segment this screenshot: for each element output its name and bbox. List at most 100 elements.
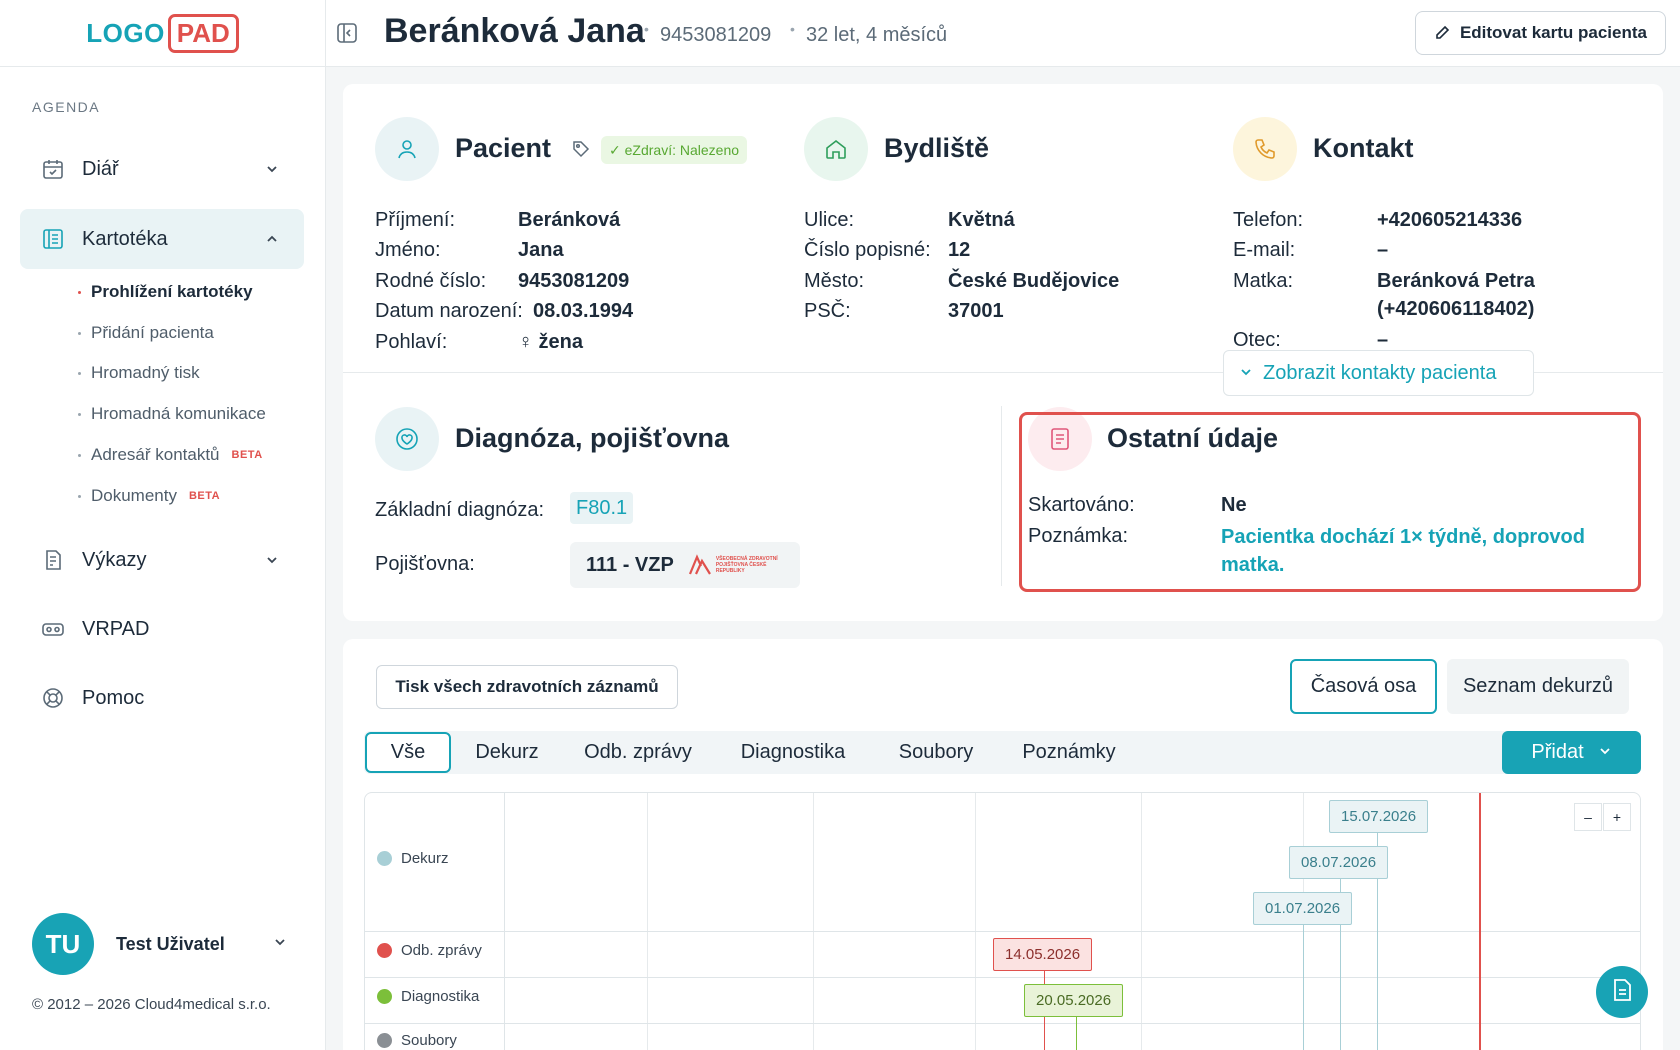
timeline[interactable]: Dekurz Odb. zprávy Diagnostika Soubory 1… (364, 792, 1641, 1050)
nav-item-vrpad[interactable]: VRPAD (20, 599, 304, 659)
timeline-event-diagnostics[interactable]: 20.05.2026 (1024, 984, 1124, 1017)
nav-item-pomoc-label: Pomoc (82, 686, 145, 709)
nav-item-kartoteka[interactable]: Kartotéka (20, 209, 304, 269)
timeline-row-divider (365, 977, 1640, 978)
timeline-row-divider (365, 1023, 1640, 1024)
sidebar: LOGO PAD AGENDA Diář Kartotéka Prohlížen… (0, 0, 326, 1050)
print-all-button[interactable]: Tisk všech zdravotních záznamů (376, 665, 678, 709)
insurer-name: 111 - VZP (586, 553, 674, 576)
timeline-row-label: Dekurz (401, 850, 449, 867)
separator-dot: • (644, 21, 649, 37)
avatar: TU (32, 913, 94, 975)
label-street: Ulice: (804, 209, 855, 231)
timeline-row-dekurz: Dekurz (377, 850, 449, 867)
sub-item-adresar[interactable]: Adresář kontaktů BETA (78, 445, 263, 465)
legend-dot (377, 1033, 392, 1048)
bullet-icon (78, 290, 81, 294)
user-menu[interactable]: TU Test Uživatel (32, 913, 287, 975)
header-birth-number: 9453081209 (660, 24, 772, 46)
value-surname: Beránková (518, 209, 621, 231)
show-contacts-button[interactable]: Zobrazit kontakty pacienta (1223, 350, 1534, 396)
view-list-button[interactable]: Seznam dekurzů (1447, 659, 1629, 714)
value-sex: ♀ žena (518, 331, 584, 353)
label-diagnosis: Základní diagnóza: (375, 499, 545, 521)
bullet-icon (78, 412, 81, 416)
sub-item-label: Přidání pacienta (91, 323, 214, 342)
tab-diagnostics[interactable]: Diagnostika (740, 741, 846, 763)
value-email: – (1377, 239, 1389, 261)
document-icon (1028, 407, 1092, 471)
tag-icon[interactable] (572, 140, 590, 163)
tab-specialist-reports[interactable]: Odb. zprávy (584, 741, 692, 763)
timeline-gridline (975, 793, 976, 1050)
sub-item-prohlizeni[interactable]: Prohlížení kartotéky (78, 282, 253, 302)
bullet-icon (78, 453, 81, 457)
sub-item-label: Hromadný tisk (91, 363, 200, 382)
value-city: České Budějovice (948, 270, 1120, 292)
value-birth-number: 9453081209 (518, 270, 630, 292)
section-title-contact: Kontakt (1313, 133, 1414, 163)
add-record-button[interactable]: Přidat (1502, 731, 1641, 774)
timeline-event-report[interactable]: 14.05.2026 (993, 938, 1093, 971)
user-icon (375, 117, 439, 181)
label-mother: Matka: (1233, 270, 1294, 292)
floating-document-button[interactable] (1596, 966, 1648, 1018)
timeline-event-dekurz[interactable]: 08.07.2026 (1289, 846, 1389, 879)
value-shredded: Ne (1221, 494, 1247, 516)
section-title-other: Ostatní údaje (1107, 423, 1279, 453)
chevron-down-icon (273, 935, 287, 954)
tab-all[interactable]: Vše (365, 732, 451, 773)
bullet-icon (78, 494, 81, 498)
zoom-in-button[interactable]: + (1603, 803, 1631, 831)
event-connector (1303, 925, 1304, 1050)
nav-item-diar[interactable]: Diář (20, 139, 304, 199)
label-note: Poznámka: (1028, 525, 1129, 547)
chevron-down-icon (262, 550, 282, 570)
nav-item-pomoc[interactable]: Pomoc (20, 668, 304, 728)
logo[interactable]: LOGO PAD (0, 0, 325, 67)
chevron-down-icon (1239, 362, 1253, 385)
event-connector (1377, 833, 1378, 1050)
sub-item-hromadny-tisk[interactable]: Hromadný tisk (78, 363, 200, 383)
vzp-logo-text: VŠEOBECNÁ ZDRAVOTNÍ POJIŠŤOVNA ČESKÉ REP… (715, 556, 778, 574)
value-father: – (1377, 329, 1389, 351)
view-timeline-button[interactable]: Časová osa (1290, 659, 1437, 714)
logo-part-1: LOGO (86, 17, 165, 48)
timeline-gridline (647, 793, 648, 1050)
tab-notes[interactable]: Poznámky (1022, 741, 1116, 763)
ezdravi-badge: ✓ eZdraví: Nalezeno (601, 136, 748, 164)
value-first-name: Jana (518, 239, 564, 261)
beta-badge: BETA (231, 449, 263, 461)
vr-headset-icon (40, 616, 66, 642)
sub-item-dokumenty[interactable]: Dokumenty BETA (78, 486, 220, 506)
diagnosis-code[interactable]: F80.1 (570, 492, 634, 524)
tab-files[interactable]: Soubory (898, 741, 974, 763)
label-shredded: Skartováno: (1028, 494, 1135, 516)
edit-patient-button[interactable]: Editovat kartu pacienta (1414, 11, 1666, 55)
heart-icon (375, 407, 439, 471)
value-note: Pacientka dochází 1× týdně, doprovod mat… (1221, 526, 1585, 576)
sub-item-hromadna-komunikace[interactable]: Hromadná komunikace (78, 404, 266, 424)
event-connector (1340, 879, 1341, 1050)
zoom-out-button[interactable]: – (1574, 803, 1602, 831)
timeline-label-divider (504, 793, 505, 1050)
timeline-event-dekurz[interactable]: 01.07.2026 (1253, 892, 1353, 925)
nav-item-vykazy[interactable]: Výkazy (20, 530, 304, 590)
edit-patient-label: Editovat kartu pacienta (1459, 23, 1647, 42)
home-icon (804, 117, 868, 181)
section-title-patient: Pacient (455, 133, 552, 163)
phone-icon (1233, 117, 1297, 181)
nav-item-kartoteka-label: Kartotéka (82, 227, 168, 250)
logo-part-2: PAD (167, 13, 239, 53)
sidebar-toggle-icon[interactable] (336, 22, 358, 44)
insurer-badge: 111 - VZP VŠEOBECNÁ ZDRAVOTNÍ POJIŠŤOVNA… (570, 542, 800, 588)
timeline-row-label: Soubory (401, 1032, 457, 1049)
sub-item-pridani[interactable]: Přidání pacienta (78, 323, 214, 343)
file-cabinet-icon (40, 226, 66, 252)
bullet-icon (78, 371, 81, 375)
tab-dekurz[interactable]: Dekurz (475, 741, 539, 763)
timeline-gridline (1141, 793, 1142, 1050)
timeline-event-dekurz[interactable]: 15.07.2026 (1329, 800, 1429, 833)
sub-item-label: Adresář kontaktů (91, 445, 220, 464)
nav-item-vrpad-label: VRPAD (82, 617, 150, 640)
